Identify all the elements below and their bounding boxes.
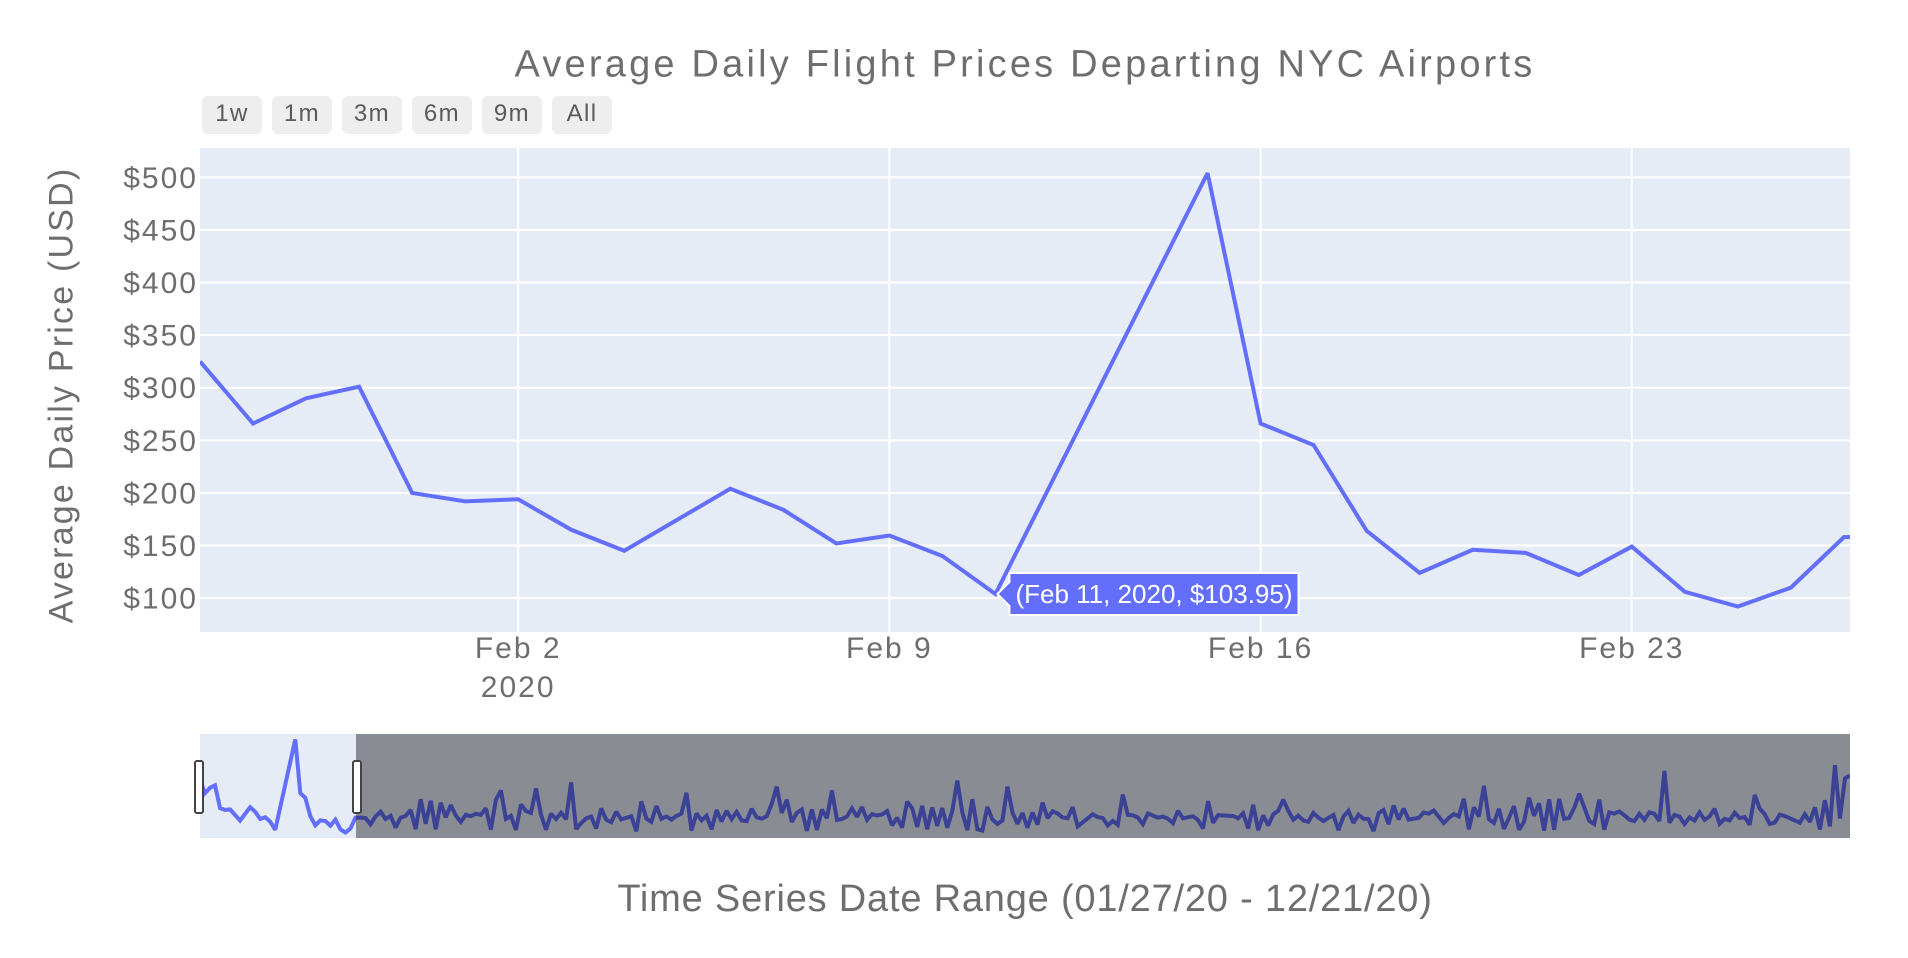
svg-text:$500: $500 (123, 162, 198, 195)
svg-text:(Feb 11, 2020, $103.95): (Feb 11, 2020, $103.95) (1015, 579, 1292, 609)
svg-text:$350: $350 (123, 320, 198, 353)
svg-text:All: All (567, 100, 598, 127)
svg-text:$150: $150 (123, 530, 198, 563)
svg-text:1m: 1m (284, 100, 320, 127)
svg-text:$400: $400 (123, 267, 198, 300)
svg-text:$200: $200 (123, 477, 198, 510)
svg-text:Feb 23: Feb 23 (1579, 632, 1684, 665)
svg-text:$450: $450 (123, 214, 198, 247)
svg-text:1w: 1w (215, 100, 248, 127)
svg-text:Average Daily Flight Prices De: Average Daily Flight Prices Departing NY… (515, 43, 1536, 85)
svg-text:Feb 16: Feb 16 (1208, 632, 1313, 665)
svg-text:Time Series Date Range (01/27/: Time Series Date Range (01/27/20 - 12/21… (617, 878, 1432, 920)
svg-text:6m: 6m (424, 100, 460, 127)
svg-text:$300: $300 (123, 372, 198, 405)
svg-text:$250: $250 (123, 425, 198, 458)
svg-text:3m: 3m (354, 100, 390, 127)
svg-text:$100: $100 (123, 583, 198, 616)
svg-text:Feb 9: Feb 9 (846, 632, 933, 665)
svg-text:Average Daily Price (USD): Average Daily Price (USD) (42, 167, 80, 624)
svg-text:9m: 9m (494, 100, 530, 127)
